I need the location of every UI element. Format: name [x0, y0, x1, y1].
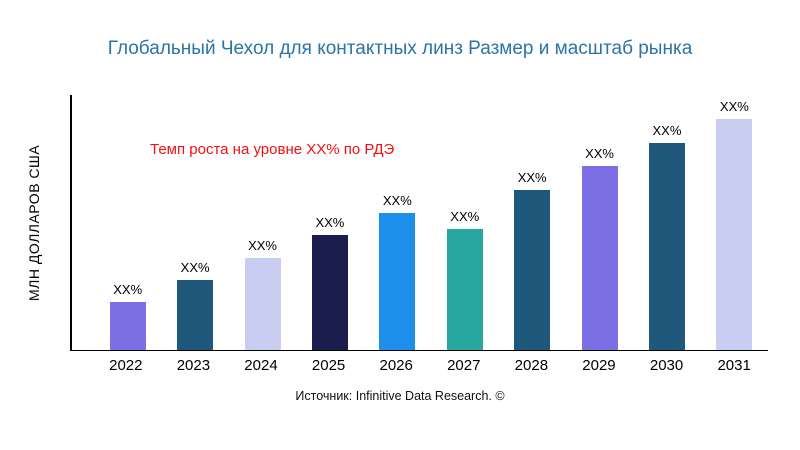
bar-group: XX%: [431, 209, 498, 350]
bar-value-label: XX%: [248, 238, 277, 253]
x-tick-label: 2023: [176, 357, 211, 374]
growth-annotation: Темп роста на уровне XX% по РДЭ: [150, 141, 395, 158]
bar-group: XX%: [633, 123, 700, 350]
bar-value-label: XX%: [719, 99, 749, 114]
bar-2029: [581, 166, 618, 350]
bar-group: XX%: [161, 260, 228, 350]
x-tick-label: 2027: [447, 357, 481, 374]
bar-2028: [514, 190, 551, 350]
bar-value-label: XX%: [382, 193, 412, 208]
bar-2025: [311, 235, 348, 350]
bar-value-label: XX%: [180, 260, 210, 275]
x-tick-label: 2022: [109, 357, 143, 374]
bar-2024: [244, 258, 281, 350]
bar-2026: [379, 213, 416, 350]
bar-group: XX%: [364, 193, 431, 350]
x-tick-label: 2024: [244, 357, 278, 374]
bar-2023: [177, 280, 214, 350]
source-text: Источник: Infinitive Data Research. ©: [295, 389, 505, 403]
x-tick-label: 2029: [582, 357, 616, 374]
bar-group: XX%: [94, 282, 161, 350]
y-axis-label: МЛН ДОЛЛАРОВ США: [26, 144, 42, 302]
bar-value-label: XX%: [585, 146, 614, 161]
x-tick-label: 2030: [649, 357, 684, 374]
bar-value-label: XX%: [517, 170, 547, 185]
bar-value-label: XX%: [315, 215, 345, 230]
bar-group: XX%: [566, 146, 633, 350]
x-tick-label: 2025: [311, 357, 346, 374]
bar-value-label: XX%: [450, 209, 480, 224]
bar-2030: [648, 143, 685, 350]
bars: XX% XX% XX% XX% XX% XX% XX% XX% XX% XX%: [72, 95, 768, 350]
bar-group: XX%: [296, 215, 363, 350]
bar-value-label: XX%: [652, 123, 682, 138]
bar-group: XX%: [229, 238, 296, 350]
chart-title: Глобальный Чехол для контактных линз Раз…: [107, 38, 693, 59]
plot-area: Темп роста на уровне XX% по РДЭ XX% XX% XX…: [70, 95, 768, 351]
bar-value-label: XX%: [113, 282, 143, 297]
x-axis-ticks: 2022 2023 2024 2025 2026 2027 2028 2029 2030 2031: [70, 357, 768, 374]
x-tick-label: 2026: [379, 357, 413, 374]
x-tick-label: 2031: [717, 357, 751, 374]
bar-2031: [716, 119, 753, 350]
bar-group: XX%: [498, 170, 565, 350]
bar-2027: [446, 229, 483, 350]
bar-2022: [109, 302, 146, 350]
x-tick-label: 2028: [514, 357, 549, 374]
bar-group: XX%: [701, 99, 768, 350]
